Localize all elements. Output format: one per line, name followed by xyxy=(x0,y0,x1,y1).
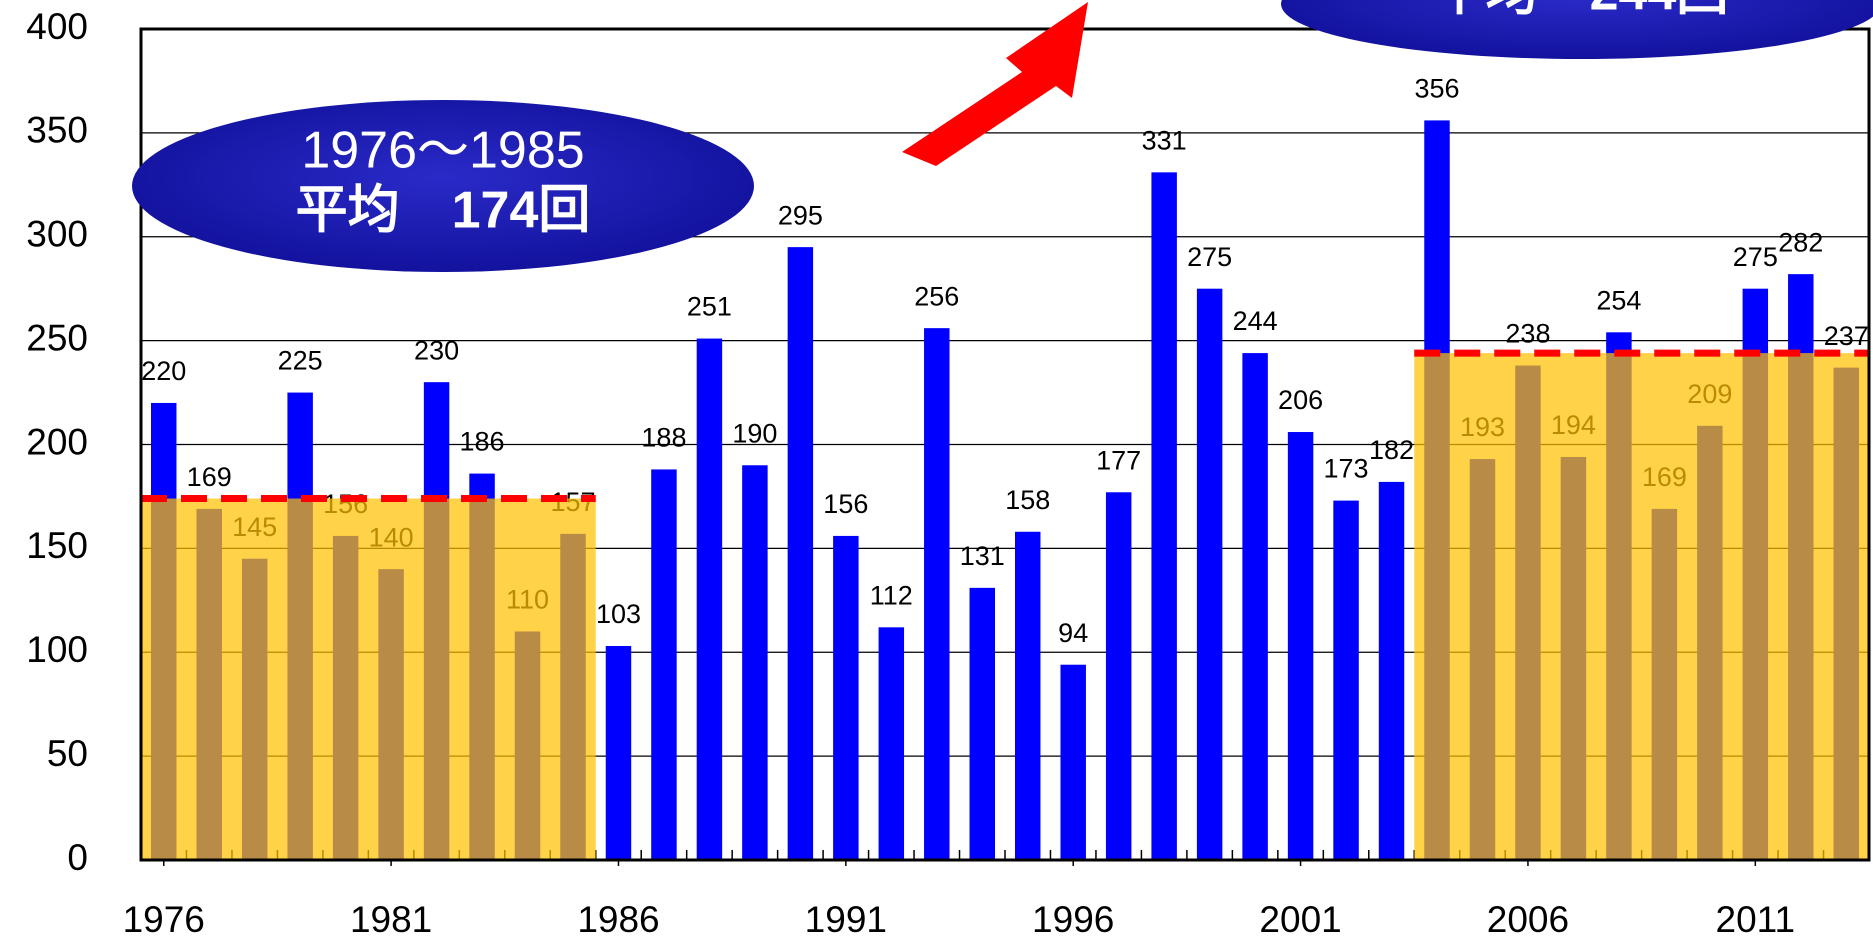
value-label: 237 xyxy=(1824,321,1869,351)
bar xyxy=(833,535,859,860)
bar xyxy=(1105,492,1132,860)
annotation-text: 1976～1985 xyxy=(301,122,584,180)
x-tick-label: 1991 xyxy=(805,899,887,940)
value-label: 356 xyxy=(1414,74,1459,104)
y-tick-label: 300 xyxy=(26,214,88,255)
value-label: 275 xyxy=(1733,242,1778,272)
value-label: 131 xyxy=(960,541,1005,571)
value-label: 112 xyxy=(870,580,913,610)
value-label: 206 xyxy=(1278,385,1323,415)
bar xyxy=(1333,500,1359,860)
value-label: 158 xyxy=(1005,485,1050,515)
value-label: 244 xyxy=(1233,306,1278,336)
y-tick-label: 400 xyxy=(26,6,88,47)
period-band xyxy=(1414,353,1869,860)
y-tick-label: 200 xyxy=(26,421,88,462)
value-label: 186 xyxy=(460,427,505,457)
value-label: 331 xyxy=(1142,125,1187,155)
value-label: 225 xyxy=(278,346,323,376)
x-tick-label: 1986 xyxy=(577,899,659,940)
bar xyxy=(1242,353,1268,860)
bar xyxy=(605,646,632,860)
x-tick-label: 1981 xyxy=(350,899,432,940)
value-label: 177 xyxy=(1096,445,1141,475)
x-tick-label: 2011 xyxy=(1716,899,1796,940)
value-label: 94 xyxy=(1058,618,1088,648)
x-tick-label: 1996 xyxy=(1032,899,1114,940)
period-band xyxy=(141,498,596,860)
value-label: 103 xyxy=(596,599,641,629)
value-label: 173 xyxy=(1324,454,1369,484)
bar xyxy=(1378,481,1405,860)
value-label: 169 xyxy=(187,462,232,492)
x-tick-label: 2006 xyxy=(1487,899,1569,940)
value-label: 251 xyxy=(687,292,732,322)
bar xyxy=(742,465,768,860)
annotation-text: 平均 174回 xyxy=(296,182,591,240)
bar xyxy=(1196,288,1223,860)
y-tick-label: 150 xyxy=(26,525,88,566)
y-tick-label: 350 xyxy=(26,110,88,151)
value-label: 275 xyxy=(1187,242,1232,272)
value-label: 182 xyxy=(1369,435,1414,465)
bar xyxy=(1015,531,1041,860)
bar xyxy=(924,328,950,860)
value-label: 156 xyxy=(823,489,868,519)
annotation-text: 平均 244回 xyxy=(1434,0,1729,22)
y-tick-label: 0 xyxy=(67,837,88,878)
value-label: 254 xyxy=(1596,285,1641,315)
value-label: 238 xyxy=(1505,319,1550,349)
bar xyxy=(969,587,995,860)
annotation-ellipse xyxy=(1281,0,1873,59)
value-label: 230 xyxy=(414,335,459,365)
value-label: 256 xyxy=(914,281,959,311)
arrow xyxy=(902,2,1088,166)
bar xyxy=(696,338,723,860)
bar xyxy=(878,627,905,860)
value-label: 282 xyxy=(1778,227,1823,257)
x-tick-label: 2001 xyxy=(1259,899,1341,940)
bar xyxy=(1060,664,1086,860)
annotation-ellipse xyxy=(132,100,754,272)
plot-frame xyxy=(139,27,1871,862)
y-tick-label: 100 xyxy=(26,629,88,670)
value-label: 220 xyxy=(141,356,186,386)
bar xyxy=(1287,432,1314,860)
value-label: 190 xyxy=(732,418,777,448)
y-tick-label: 50 xyxy=(47,733,88,774)
value-label: 188 xyxy=(641,423,686,453)
bar xyxy=(1151,172,1177,860)
x-tick-label: 1976 xyxy=(123,899,205,940)
value-label: 295 xyxy=(778,200,823,230)
bar xyxy=(787,247,814,860)
y-tick-label: 250 xyxy=(26,317,88,358)
bar xyxy=(651,469,677,860)
